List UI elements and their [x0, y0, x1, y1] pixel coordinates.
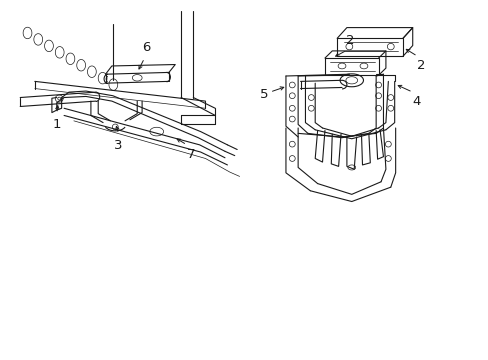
Text: 3: 3 [114, 139, 122, 152]
Text: 1: 1 [52, 118, 61, 131]
Text: 4: 4 [411, 95, 420, 108]
Text: 2: 2 [345, 34, 353, 47]
Text: 7: 7 [186, 148, 195, 161]
Text: 5: 5 [259, 88, 268, 101]
Text: 6: 6 [142, 41, 150, 54]
Text: 2: 2 [416, 59, 425, 72]
